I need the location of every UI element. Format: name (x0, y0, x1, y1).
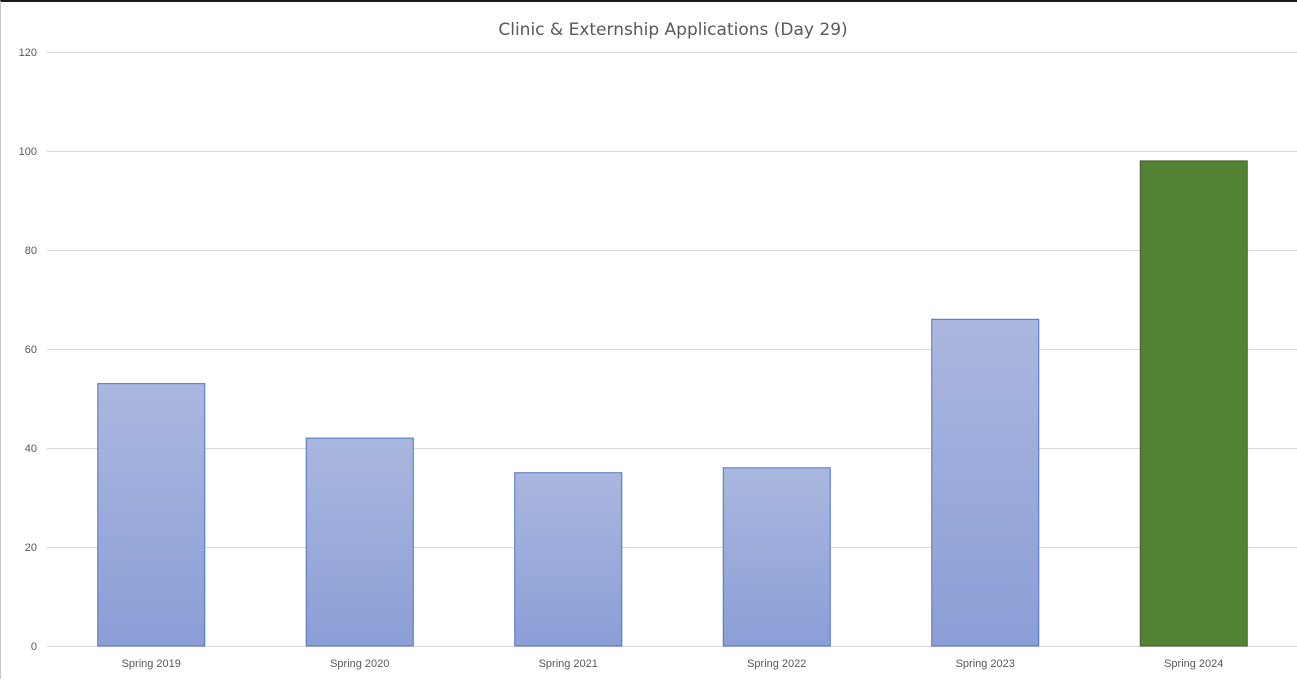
gridlines (47, 52, 1297, 647)
bar-spring-2020 (305, 437, 414, 647)
bar-spring-2024 (1139, 160, 1248, 647)
y-tick-label: 100 (19, 146, 37, 158)
y-tick-label: 40 (25, 443, 37, 455)
bar-spring-2022 (722, 467, 831, 647)
bar-spring-2023 (931, 318, 1040, 647)
y-tick-label: 0 (31, 641, 37, 653)
x-tick-label: Spring 2022 (747, 658, 806, 670)
y-axis-ticks: 0 20 40 60 80 100 120 (19, 47, 37, 653)
chart-title: Clinic & Externship Applications (Day 29… (498, 20, 847, 40)
x-tick-label: Spring 2023 (956, 658, 1015, 670)
x-tick-label: Spring 2024 (1164, 658, 1223, 670)
y-tick-label: 80 (25, 245, 37, 257)
x-tick-label: Spring 2021 (539, 658, 598, 670)
x-tick-label: Spring 2020 (330, 658, 389, 670)
y-tick-label: 60 (25, 344, 37, 356)
x-axis-ticks: Spring 2019 Spring 2020 Spring 2021 Spring … (122, 658, 1224, 670)
x-tick-label: Spring 2019 (122, 658, 181, 670)
y-tick-label: 120 (19, 47, 37, 59)
bar-spring-2021 (514, 472, 623, 647)
bars (97, 160, 1248, 647)
y-tick-label: 20 (25, 542, 37, 554)
bar-spring-2019 (97, 383, 206, 647)
